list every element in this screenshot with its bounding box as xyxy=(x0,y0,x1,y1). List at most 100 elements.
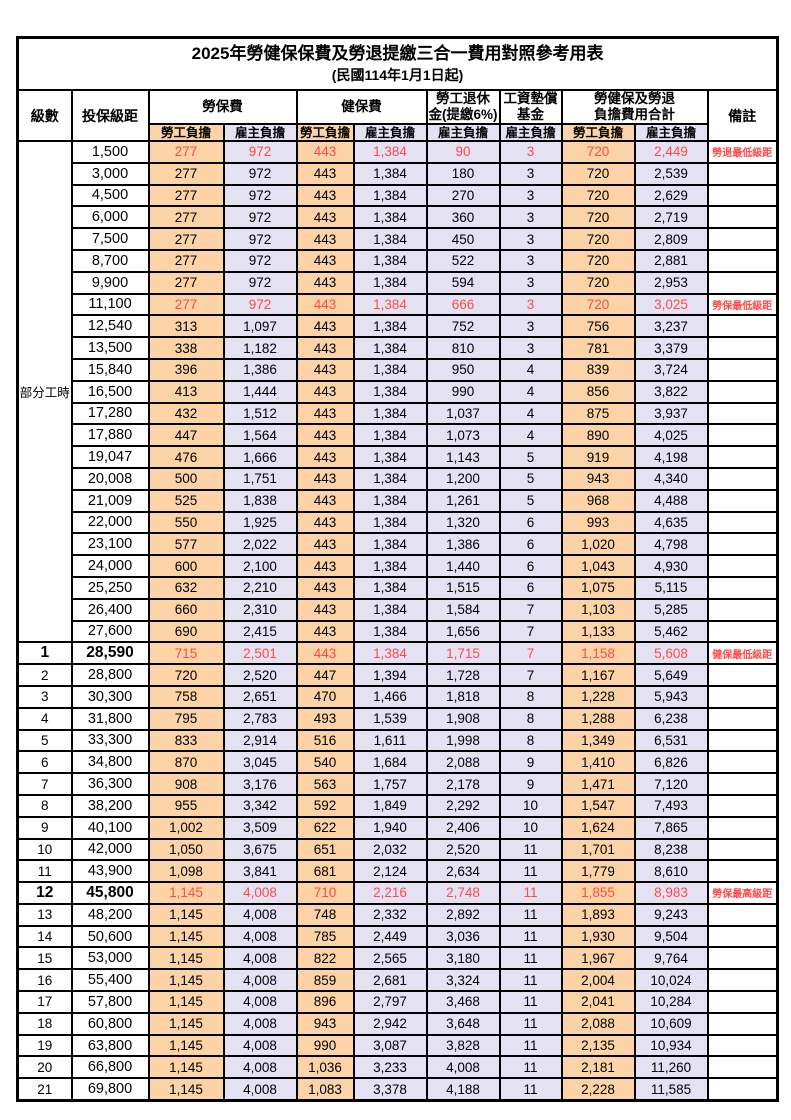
fee-cell: 500 xyxy=(147,466,225,491)
fee-cell: 450 xyxy=(425,227,501,251)
fee-cell: 1,145 xyxy=(147,924,225,949)
fee-cell: 4,008 xyxy=(222,1055,298,1080)
fee-cell: 1,394 xyxy=(352,663,428,687)
fee-cell: 1,684 xyxy=(352,750,428,775)
fee-cell: 5,608 xyxy=(633,641,709,666)
bracket-cell: 45,800 xyxy=(70,881,150,905)
fee-cell: 11 xyxy=(498,968,563,993)
fee-cell: 1,512 xyxy=(222,401,298,426)
fee-cell: 993 xyxy=(560,510,636,535)
remark-cell xyxy=(706,445,779,469)
table-row: 20,008 500 1,751 443 1,384 1,200 5 943 4,340 xyxy=(18,466,779,491)
table-row: 26,400 660 2,310 443 1,384 1,584 7 1,103 5,285 xyxy=(18,597,779,622)
fee-cell: 180 xyxy=(425,161,501,186)
fee-cell: 1,849 xyxy=(352,793,428,818)
table-row: 4 31,800 795 2,783 493 1,539 1,908 8 1,288 6,238 xyxy=(16,706,779,731)
fee-cell: 1,145 xyxy=(147,946,225,971)
fee-cell: 3,937 xyxy=(633,401,709,426)
fee-cell: 2,178 xyxy=(425,772,501,796)
fee-cell: 3,045 xyxy=(222,750,298,775)
remark-cell xyxy=(706,837,779,862)
fee-cell: 1,539 xyxy=(352,706,428,731)
fee-cell: 1,037 xyxy=(425,401,501,426)
fee-cell: 6 xyxy=(498,510,563,535)
fee-cell: 1,167 xyxy=(560,663,636,687)
fee-cell: 2,520 xyxy=(425,837,501,862)
fee-cell: 10,609 xyxy=(633,1011,709,1036)
fee-cell: 443 xyxy=(295,445,355,469)
fee-cell: 9,243 xyxy=(633,902,709,927)
table-row: 7 36,300 908 3,176 563 1,757 2,178 9 1,471 7,120 xyxy=(16,772,779,796)
fee-cell: 2,332 xyxy=(352,902,428,927)
level-cell: 15 xyxy=(16,946,73,971)
fee-cell: 360 xyxy=(425,205,501,230)
fee-cell: 277 xyxy=(147,227,225,251)
bracket-cell: 7,500 xyxy=(70,227,150,251)
fee-cell: 3,828 xyxy=(425,1033,501,1058)
fee-cell: 839 xyxy=(560,357,636,382)
table-row: 12,540 313 1,097 443 1,384 752 3 756 3,237 xyxy=(18,314,779,339)
fee-cell: 1,384 xyxy=(352,314,428,339)
bracket-cell: 21,009 xyxy=(70,488,150,513)
remark-cell xyxy=(706,990,779,1014)
fee-cell: 3 xyxy=(498,292,563,317)
table-row: 27,600 690 2,415 443 1,384 1,656 7 1,133 5,462 xyxy=(18,619,779,644)
remark-cell xyxy=(706,924,779,949)
fee-cell: 5,943 xyxy=(633,684,709,709)
fee-cell: 4,340 xyxy=(633,466,709,491)
remark-cell xyxy=(706,401,779,426)
fee-cell: 432 xyxy=(147,401,225,426)
fee-cell: 443 xyxy=(295,510,355,535)
fee-cell: 11 xyxy=(498,1055,563,1080)
fee-cell: 516 xyxy=(295,728,355,753)
remark-cell xyxy=(706,270,779,295)
fee-cell: 1,384 xyxy=(352,140,428,164)
bracket-cell: 25,250 xyxy=(70,575,150,600)
table-row: 1 28,590 715 2,501 443 1,384 1,715 7 1,158 5,608 健… xyxy=(16,641,779,666)
fee-cell: 2,228 xyxy=(560,1077,636,1102)
bracket-cell: 28,590 xyxy=(70,641,150,666)
fee-cell: 720 xyxy=(560,140,636,164)
fee-cell: 1,728 xyxy=(425,663,501,687)
level-cell: 9 xyxy=(16,815,73,840)
fee-cell: 4,188 xyxy=(425,1077,501,1102)
fee-cell: 752 xyxy=(425,314,501,339)
table-row: 6 34,800 870 3,045 540 1,684 2,088 9 1,410 6,826 xyxy=(16,750,779,775)
bracket-cell: 34,800 xyxy=(70,750,150,775)
fee-cell: 11 xyxy=(498,1011,563,1036)
fee-cell: 632 xyxy=(147,575,225,600)
fee-cell: 972 xyxy=(222,227,298,251)
fee-cell: 9 xyxy=(498,772,563,796)
fee-cell: 443 xyxy=(295,641,355,666)
fee-cell: 6 xyxy=(498,554,563,578)
fee-cell: 681 xyxy=(295,859,355,884)
fee-cell: 1,145 xyxy=(147,1077,225,1102)
fee-cell: 11 xyxy=(498,859,563,884)
fee-cell: 1,073 xyxy=(425,423,501,448)
bracket-cell: 57,800 xyxy=(70,990,150,1014)
header-pension: 勞工退休 金(提繳6%) xyxy=(425,89,501,125)
fee-cell: 1,384 xyxy=(352,336,428,360)
bracket-cell: 16,500 xyxy=(70,379,150,404)
fee-cell: 5,285 xyxy=(633,597,709,622)
fee-cell: 1,384 xyxy=(352,379,428,404)
level-cell: 4 xyxy=(16,706,73,731)
fee-cell: 2,681 xyxy=(352,968,428,993)
fee-cell: 3,087 xyxy=(352,1033,428,1058)
fee-cell: 1,143 xyxy=(425,445,501,469)
fee-cell: 6,826 xyxy=(633,750,709,775)
fee-cell: 2,100 xyxy=(222,554,298,578)
remark-cell xyxy=(706,336,779,360)
fee-cell: 1,701 xyxy=(560,837,636,862)
fee-cell: 8 xyxy=(498,728,563,753)
bracket-cell: 43,900 xyxy=(70,859,150,884)
fee-cell: 1,515 xyxy=(425,575,501,600)
fee-cell: 2,953 xyxy=(633,270,709,295)
table-row: 13,500 338 1,182 443 1,384 810 3 781 3,379 xyxy=(18,336,779,360)
fee-cell: 1,083 xyxy=(295,1077,355,1102)
fee-cell: 443 xyxy=(295,554,355,578)
table-row: 4,500 277 972 443 1,384 270 3 720 2,629 xyxy=(18,183,779,208)
fee-cell: 3,025 xyxy=(633,292,709,317)
remark-cell xyxy=(706,706,779,731)
level-cell: 10 xyxy=(16,837,73,862)
